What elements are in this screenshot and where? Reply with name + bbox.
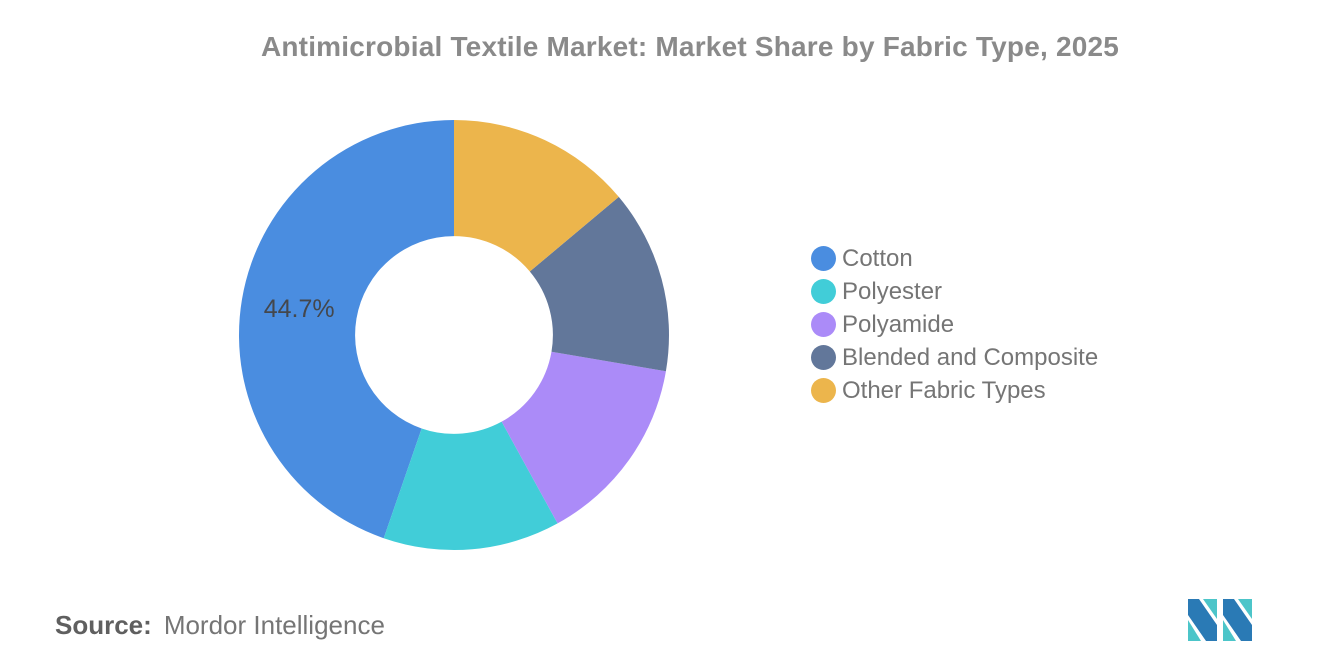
donut-svg: 44.7% (238, 120, 669, 551)
logo-right-bottom-triangle (1223, 620, 1236, 641)
donut-slice-blended-and-composite[interactable] (529, 196, 669, 372)
source-value: Mordor Intelligence (163, 610, 385, 640)
logo-left-ribbon (1188, 599, 1217, 641)
source-row: Source: Mordor Intelligence (55, 610, 385, 641)
legend-label-polyamide: Polyamide (842, 310, 955, 338)
legend-label-other-fabric-types: Other Fabric Types (842, 376, 1046, 404)
legend-swatch-blended-and-composite (811, 345, 836, 370)
mordor-intelligence-logo (1188, 599, 1252, 641)
source-label: Source: (55, 610, 152, 640)
legend-item-cotton[interactable]: Cotton (811, 242, 1098, 275)
logo-right-ribbon (1223, 599, 1252, 641)
chart-title: Antimicrobial Textile Market: Market Sha… (260, 31, 1120, 62)
legend-item-polyamide[interactable]: Polyamide (811, 308, 1098, 341)
slice-data-label-cotton: 44.7% (264, 295, 335, 323)
logo-left-top-triangle (1203, 599, 1217, 619)
donut-chart: 44.7% (234, 115, 674, 555)
donut-slice-polyamide[interactable] (501, 351, 666, 524)
legend-item-blended-and-composite[interactable]: Blended and Composite (811, 341, 1098, 374)
legend-swatch-cotton (811, 246, 836, 271)
logo-right-top-triangle (1238, 599, 1252, 619)
legend-item-polyester[interactable]: Polyester (811, 275, 1098, 308)
legend-swatch-other-fabric-types (811, 378, 836, 403)
donut-slice-cotton[interactable] (238, 120, 454, 539)
donut-slice-polyester[interactable] (383, 421, 558, 551)
legend-swatch-polyester (811, 279, 836, 304)
donut-slice-other-fabric-types[interactable] (454, 120, 619, 272)
logo-left-bottom-triangle (1188, 620, 1201, 641)
legend-label-blended-and-composite: Blended and Composite (842, 343, 1099, 371)
chart-legend: Cotton Polyester Polyamide Blended and Comp… (811, 242, 1098, 407)
legend-label-cotton: Cotton (842, 244, 913, 272)
legend-label-polyester: Polyester (842, 277, 943, 305)
legend-item-other-fabric-types[interactable]: Other Fabric Types (811, 374, 1098, 407)
legend-swatch-polyamide (811, 312, 836, 337)
